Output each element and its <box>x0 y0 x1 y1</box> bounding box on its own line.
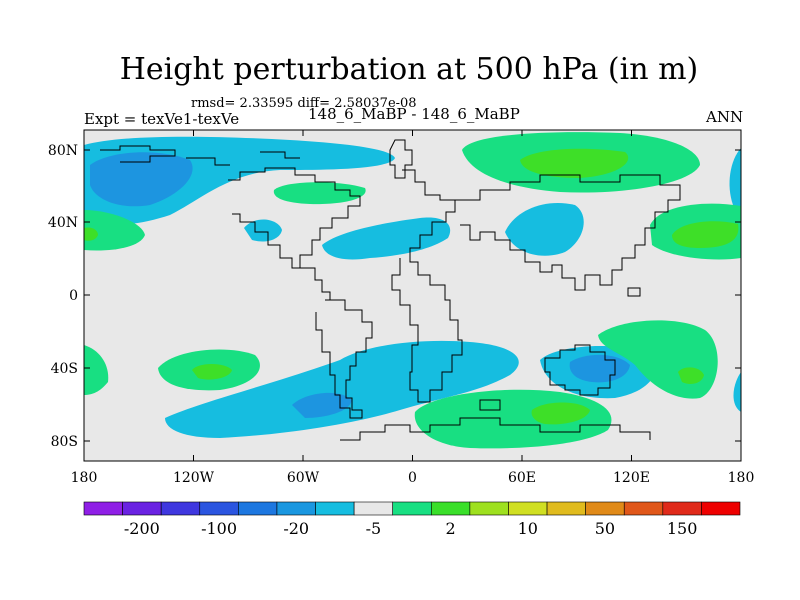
coastline <box>544 344 616 396</box>
lat-tick-label: 40N <box>48 215 78 231</box>
lon-tick-label: 60E <box>508 470 536 486</box>
colorbar-label: -100 <box>201 519 237 538</box>
contour-fill-green-dark <box>531 402 590 425</box>
lat-tick-label: 80S <box>51 434 78 450</box>
lon-tick-label: 180 <box>728 470 755 486</box>
coastline <box>100 145 176 163</box>
colorbar-swatch <box>160 501 201 516</box>
colorbar-label: 50 <box>595 519 615 538</box>
colorbar-swatch <box>276 501 316 516</box>
contour-fill-green-dark <box>672 221 739 248</box>
colorbar-swatch <box>199 501 239 516</box>
contour-fills <box>84 132 741 449</box>
coastline <box>340 417 651 441</box>
case-label: 148_6_MaBP - 148_6_MaBP <box>308 105 520 123</box>
latitude-axis: 80N 40N 0 40S 80S <box>48 143 741 450</box>
contour-fill-blue <box>322 217 451 260</box>
lon-tick-label: 60W <box>287 470 320 486</box>
lon-tick-label: 120W <box>173 470 215 486</box>
contour-fill-green-dark <box>84 227 98 241</box>
stats-label: rmsd= 2.33595 diff= 2.58037e-08 <box>191 96 417 111</box>
coastline <box>389 139 413 179</box>
coastline <box>186 157 230 166</box>
coastlines <box>100 139 681 441</box>
colorbar-swatch <box>83 501 123 516</box>
season-label: ANN <box>706 108 744 126</box>
colorbar-label: -200 <box>124 519 160 538</box>
lon-tick-label: 0 <box>408 470 417 486</box>
coastline <box>300 267 331 300</box>
colorbar-swatch <box>585 501 625 516</box>
plot-title: Height perturbation at 500 hPa (in m) <box>119 52 699 87</box>
coastline <box>627 287 641 297</box>
colorbar-swatch <box>430 501 471 516</box>
colorbar-swatch <box>701 501 741 516</box>
colorbar-swatch <box>623 501 664 516</box>
lon-tick-label: 180 <box>71 470 98 486</box>
colorbar-swatch <box>353 501 394 516</box>
colorbar-swatch <box>546 501 586 516</box>
colorbar-swatch <box>508 501 548 516</box>
colorbar-label: 2 <box>445 519 455 538</box>
lat-tick-label: 0 <box>69 288 78 304</box>
colorbar-swatch <box>392 501 432 516</box>
contour-fill-green <box>273 182 366 205</box>
contour-fill-green-dark <box>678 367 704 384</box>
contour-fill-green <box>84 210 145 251</box>
colorbar-swatch <box>238 501 278 516</box>
colorbar-swatch <box>469 501 509 516</box>
lat-tick-label: 40S <box>51 361 78 377</box>
experiment-label: Expt = texVe1-texVe <box>84 110 240 128</box>
colorbar-label: 10 <box>518 519 538 538</box>
contour-fill-blue <box>733 372 741 412</box>
colorbar-swatch <box>122 501 162 516</box>
contour-fill-green-dark <box>192 364 232 380</box>
lat-tick-label: 80N <box>48 143 78 159</box>
coastline <box>260 151 300 159</box>
coastline <box>455 174 681 291</box>
lon-tick-label: 120E <box>613 470 650 486</box>
colorbar-label: 150 <box>667 519 698 538</box>
contour-fill-blue-dark <box>292 392 352 418</box>
colorbar-swatch <box>315 501 355 516</box>
colorbar: -200 -100 -20 -5 2 10 50 150 <box>83 501 741 538</box>
coastline <box>479 399 501 411</box>
contour-fill-blue-dark <box>90 152 193 207</box>
colorbar-label: -20 <box>283 519 309 538</box>
colorbar-swatch <box>662 501 702 516</box>
contour-fill-blue <box>244 219 282 242</box>
contour-fill-blue <box>729 148 741 208</box>
contour-fill-blue <box>165 340 519 438</box>
contour-fill-blue <box>505 203 584 256</box>
colorbar-label: -5 <box>366 519 382 538</box>
contour-fill-green <box>84 345 109 395</box>
longitude-axis: 180 120W 60W 0 60E 120E 180 <box>71 130 755 486</box>
contour-fill-green <box>414 389 612 449</box>
coastline <box>391 169 463 403</box>
contour-fill-green-dark <box>520 148 629 178</box>
coastline <box>228 167 361 269</box>
coastline <box>315 299 373 419</box>
